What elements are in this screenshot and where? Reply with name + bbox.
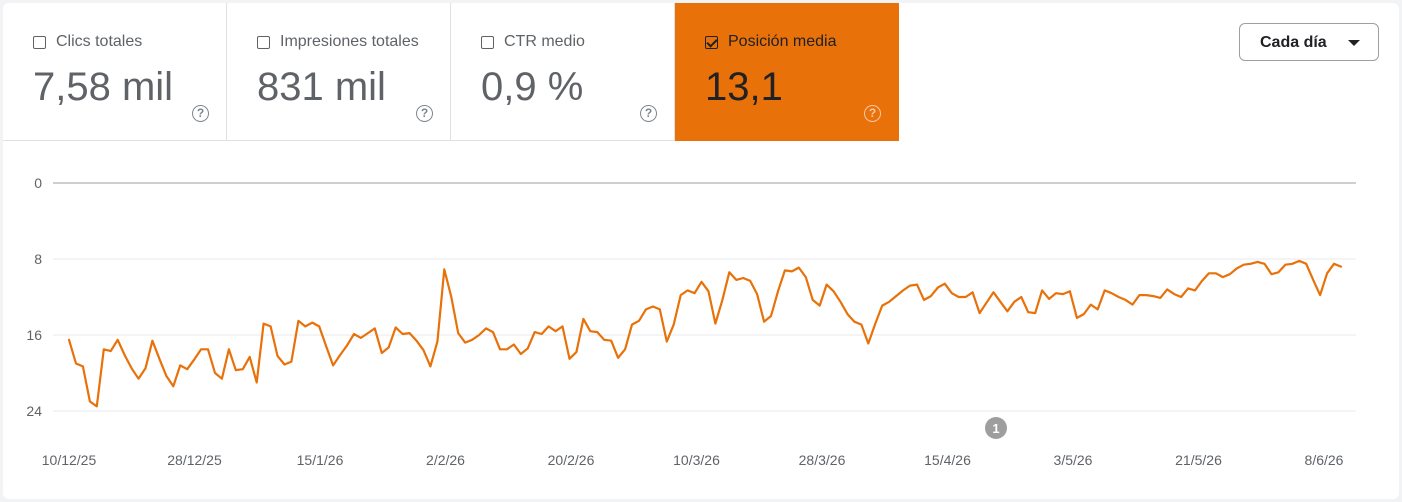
x-tick-label: 15/1/26 <box>297 452 344 468</box>
x-tick-label: 28/12/25 <box>167 452 222 468</box>
help-icon[interactable]: ? <box>416 105 433 122</box>
metric-tile-impresiones[interactable]: Impresiones totales 831 mil ? <box>227 3 451 141</box>
help-icon[interactable]: ? <box>864 105 881 122</box>
x-tick-label: 2/2/26 <box>426 452 465 468</box>
x-tick-label: 28/3/26 <box>799 452 846 468</box>
period-dropdown[interactable]: Cada día <box>1239 23 1379 61</box>
series-line <box>67 259 1343 408</box>
metric-value-clics: 7,58 mil <box>33 65 174 109</box>
help-icon[interactable]: ? <box>192 105 209 122</box>
x-tick-label: 10/12/25 <box>42 452 97 468</box>
metric-value-impresiones: 831 mil <box>257 65 386 109</box>
checkbox-clics[interactable] <box>33 36 46 49</box>
annotation-label: 1 <box>992 421 999 436</box>
metric-value-ctr: 0,9 % <box>481 65 584 109</box>
y-tick-label: 24 <box>26 403 42 419</box>
metric-tile-ctr[interactable]: CTR medio 0,9 % ? <box>451 3 675 141</box>
metric-tiles: Clics totales 7,58 mil ? Impresiones tot… <box>3 3 899 141</box>
checkbox-impresiones[interactable] <box>257 36 270 49</box>
x-tick-label: 21/5/26 <box>1175 452 1222 468</box>
x-tick-label: 10/3/26 <box>673 452 720 468</box>
checkbox-posicion[interactable] <box>705 36 718 49</box>
annotation-marker <box>985 417 1007 439</box>
checkbox-ctr[interactable] <box>481 36 494 49</box>
x-tick-label: 3/5/26 <box>1054 452 1093 468</box>
x-tick-label: 20/2/26 <box>548 452 595 468</box>
performance-card: Clics totales 7,58 mil ? Impresiones tot… <box>3 3 1399 499</box>
y-tick-label: 16 <box>26 327 42 343</box>
metric-tile-posicion[interactable]: Posición media 13,1 ? <box>675 3 899 141</box>
metric-tile-clics[interactable]: Clics totales 7,58 mil ? <box>3 3 227 141</box>
help-icon[interactable]: ? <box>640 105 657 122</box>
y-tick-label: 8 <box>34 251 42 267</box>
caret-down-icon <box>1348 40 1360 46</box>
position-chart: 0 8 16 24 10/12/25 28/12/25 15/1/26 2/2/26 20/2/… <box>26 175 1356 468</box>
metric-value-posicion: 13,1 <box>705 65 783 109</box>
x-tick-label: 8/6/26 <box>1305 452 1344 468</box>
period-dropdown-label: Cada día <box>1260 34 1327 51</box>
y-tick-label: 0 <box>34 175 42 191</box>
x-tick-label: 15/4/26 <box>924 452 971 468</box>
